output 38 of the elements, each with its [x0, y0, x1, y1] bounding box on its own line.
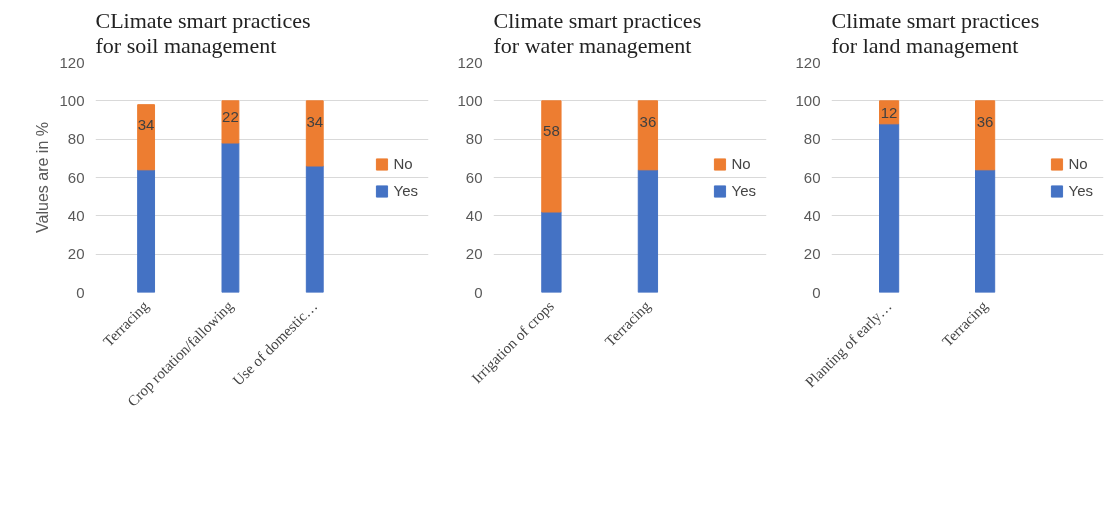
- y-axis-title: Values are in %: [34, 122, 52, 233]
- y-tick-label: 120: [795, 53, 821, 71]
- data-label: 36: [976, 113, 994, 131]
- y-tick-label: 100: [457, 91, 483, 109]
- y-tick-label: 80: [67, 130, 85, 148]
- y-tick-label: 0: [812, 283, 821, 301]
- y-tick-label: 80: [803, 130, 821, 148]
- y-tick-label: 40: [67, 206, 85, 224]
- chart-title: CLimate smart practices for soil management: [95, 7, 311, 58]
- data-label: 58: [543, 121, 560, 139]
- legend-label: Yes: [393, 182, 418, 199]
- data-label: 34: [137, 116, 155, 134]
- y-tick-label: 40: [803, 206, 821, 224]
- data-label: 22: [222, 107, 239, 125]
- y-tick-label: 60: [803, 168, 821, 186]
- y-tick-label: 60: [67, 168, 85, 186]
- y-tick-label: 40: [465, 206, 483, 224]
- legend-label: Yes: [1068, 182, 1093, 199]
- y-tick-label: 60: [465, 168, 483, 186]
- chart-title: Climate smart practices for water management: [493, 7, 702, 58]
- y-tick-label: 0: [474, 283, 483, 301]
- y-tick-label: 100: [795, 91, 821, 109]
- legend-label: No: [393, 155, 414, 172]
- y-tick-label: 0: [76, 283, 85, 301]
- data-label: 36: [639, 113, 657, 131]
- legend-label: No: [731, 155, 752, 172]
- y-tick-label: 100: [59, 91, 85, 109]
- legend-label: Yes: [731, 182, 756, 199]
- y-tick-label: 20: [465, 245, 483, 263]
- legend-label: No: [1068, 155, 1089, 172]
- data-label: 34: [306, 112, 324, 130]
- y-tick-label: 20: [67, 245, 85, 263]
- chart-title: Climate smart practices for land management: [831, 7, 1040, 58]
- y-tick-label: 20: [803, 245, 821, 263]
- y-tick-label: 120: [59, 53, 85, 71]
- y-tick-label: 120: [457, 53, 483, 71]
- y-tick-label: 80: [465, 130, 483, 148]
- data-label: 12: [880, 104, 898, 122]
